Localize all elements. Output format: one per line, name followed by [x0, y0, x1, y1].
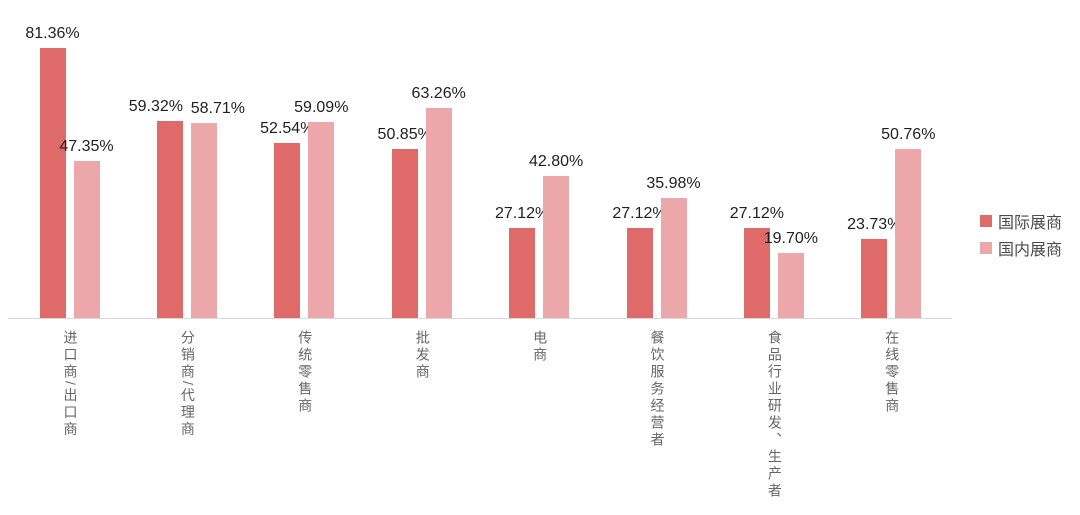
- bar-international[interactable]: [274, 143, 301, 318]
- bar-international[interactable]: [39, 47, 66, 318]
- value-label-international: 59.32%: [128, 97, 184, 115]
- bar-domestic[interactable]: [73, 160, 100, 318]
- value-label-domestic: 58.71%: [190, 99, 246, 117]
- bar-international[interactable]: [626, 227, 653, 318]
- x-axis-line: [8, 318, 952, 319]
- bar-international[interactable]: [509, 227, 536, 318]
- category-label: 食品行业研发、生产者: [766, 330, 783, 500]
- value-label-international: 81.36%: [25, 24, 80, 42]
- legend-swatch-international: [980, 215, 992, 227]
- value-label-international: 27.12%: [612, 204, 667, 222]
- bar-international[interactable]: [156, 120, 183, 318]
- bar-domestic[interactable]: [895, 149, 922, 318]
- bar-domestic[interactable]: [308, 121, 335, 318]
- category-label: 在线零售商: [884, 330, 901, 415]
- plot-area: 81.36% 47.35% 进口商/出口商 59.32% 58.71% 分销商/代理商 52…: [8, 24, 952, 500]
- legend-item-domestic[interactable]: 国内展商: [980, 239, 1063, 259]
- category-label: 餐饮服务经营者: [649, 330, 666, 449]
- bar-international[interactable]: [743, 227, 770, 318]
- value-label-international: 52.54%: [260, 120, 315, 138]
- legend-label-domestic: 国内展商: [998, 242, 1063, 259]
- legend-swatch-domestic: [980, 242, 992, 254]
- category-label: 电商: [532, 330, 549, 364]
- value-label-domestic: 47.35%: [59, 137, 114, 155]
- value-label-international: 27.12%: [494, 204, 550, 222]
- value-label-domestic: 35.98%: [646, 175, 701, 193]
- legend-item-international[interactable]: 国际展商: [980, 212, 1063, 232]
- category-label: 传统零售商: [297, 330, 314, 415]
- value-label-domestic: 42.80%: [528, 152, 584, 170]
- value-label-international: 23.73%: [847, 216, 902, 234]
- category-label: 进口商/出口商: [62, 330, 79, 439]
- bar-domestic[interactable]: [190, 122, 217, 318]
- bar-international[interactable]: [391, 149, 418, 318]
- bar-international[interactable]: [861, 239, 888, 318]
- category-label: 批发商: [414, 330, 431, 381]
- bar-domestic[interactable]: [425, 107, 452, 318]
- value-label-international: 27.12%: [729, 204, 785, 222]
- bar-domestic[interactable]: [543, 175, 570, 318]
- value-label-domestic: 50.76%: [881, 126, 936, 144]
- value-label-domestic: 59.09%: [294, 98, 349, 116]
- bar-domestic[interactable]: [660, 198, 687, 318]
- legend: 国际展商 国内展商: [980, 212, 1062, 266]
- value-label-domestic: 63.26%: [411, 84, 466, 102]
- category-label: 分销商/代理商: [179, 330, 196, 439]
- legend-label-international: 国际展商: [998, 215, 1063, 232]
- value-label-domestic: 19.70%: [763, 229, 819, 247]
- value-label-international: 50.85%: [377, 126, 432, 144]
- bar-domestic[interactable]: [777, 252, 804, 318]
